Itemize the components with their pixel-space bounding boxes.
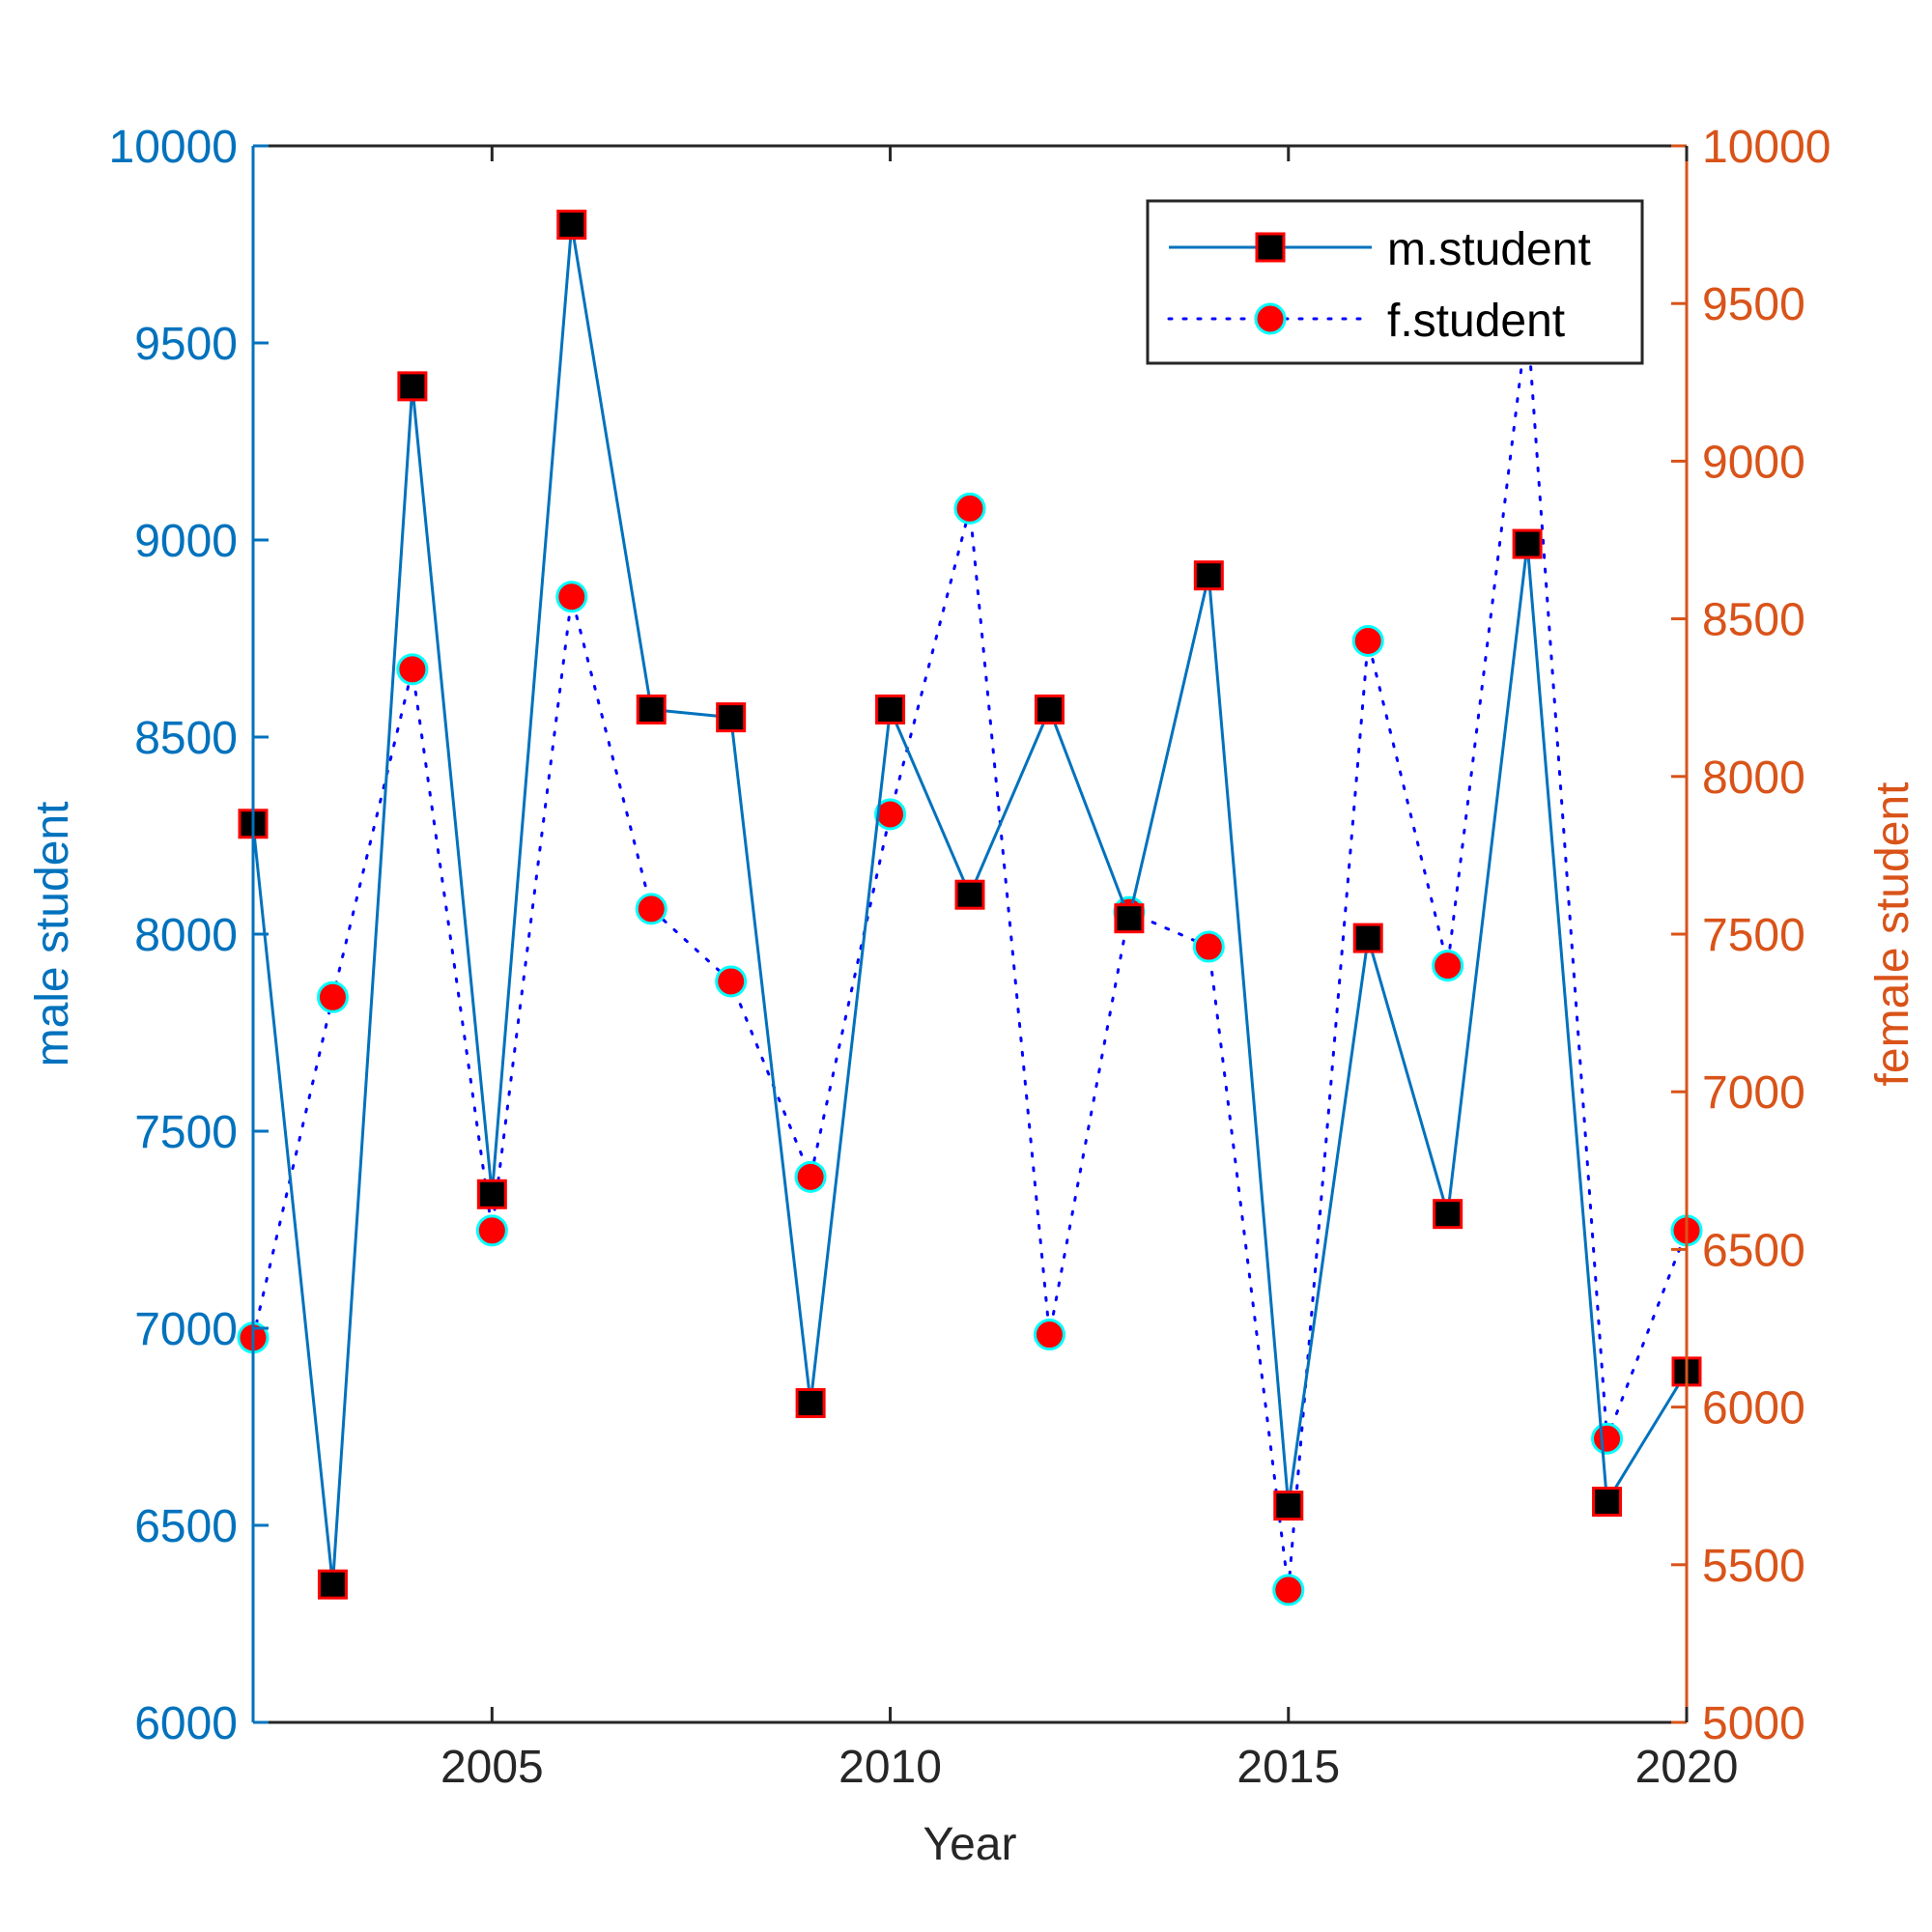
m-student-point [1352,923,1383,953]
right-tick-label: 6000 [1702,1383,1805,1435]
legend-m-student-marker [1255,232,1286,263]
left-tick-label: 8500 [134,713,238,764]
x-axis: 2005 2010 2015 2020 [440,146,1738,1793]
f-student-point [1192,930,1225,963]
right-tick-label: 5000 [1702,1698,1805,1749]
right-tick-label: 5500 [1702,1541,1805,1592]
m-student-point [954,879,985,910]
left-tick-label: 7000 [134,1304,238,1355]
m-student-point [1273,1491,1304,1521]
right-tick-label: 10000 [1702,122,1831,173]
m-student-point [317,1569,348,1600]
right-tick-label: 6500 [1702,1225,1805,1276]
m-student-point [875,694,906,724]
x-tick-label: 2020 [1635,1742,1739,1793]
m-student-point [716,702,747,733]
x-tick-label: 2005 [440,1742,544,1793]
f-student-point [715,965,748,998]
legend-f-student-marker [1254,302,1287,335]
f-student-point [396,653,429,686]
f-student-point [1591,1422,1624,1455]
m-student-point [1433,1199,1463,1230]
right-tick-label: 7500 [1702,910,1805,961]
legend: m.student f.student [1146,199,1644,365]
m-student-point [1592,1487,1623,1518]
right-tick-label: 7000 [1702,1067,1805,1119]
f-student-point [1272,1574,1305,1606]
f-student-point [794,1160,827,1193]
m-student-point [476,1179,507,1209]
f-student-point [874,798,907,831]
f-student-series [237,303,1703,1606]
m-student-point [1034,694,1065,724]
f-student-point [1351,624,1384,657]
x-tick-label: 2015 [1236,1742,1340,1793]
right-tick-label: 9000 [1702,437,1805,488]
m-student-point [636,694,667,724]
m-student-point [795,1388,826,1419]
left-tick-label: 9500 [134,319,238,370]
legend-box [1146,199,1644,365]
right-y-axis: 5000 5500 6000 6500 7000 7500 8000 8500 9000 9500… [1671,122,1831,1749]
f-student-point [1432,950,1464,982]
m-student-point [1193,560,1224,591]
legend-f-student-label: f.student [1387,296,1565,347]
left-tick-label: 6500 [134,1501,238,1552]
left-y-axis: 6000 6500 7000 7500 8000 8500 9000 9500 10000 [109,122,269,1749]
f-student-point [1033,1319,1065,1351]
left-tick-label: 8000 [134,910,238,961]
right-y-axis-label: female student [1867,782,1918,1087]
f-student-point [953,492,986,525]
m-student-point [556,210,587,241]
right-tick-label: 8500 [1702,595,1805,646]
f-student-point [316,980,349,1013]
m-student-point [1512,528,1543,559]
left-tick-label: 9000 [134,516,238,567]
x-axis-label: Year [923,1819,1017,1870]
legend-m-student-label: m.student [1387,224,1591,275]
left-y-axis-label: male student [27,802,78,1067]
f-student-point [475,1214,508,1247]
f-student-point [635,893,668,925]
f-student-point [555,581,588,613]
m-student-point [1114,903,1145,934]
m-student-point [397,371,428,402]
right-tick-label: 9500 [1702,279,1805,330]
left-tick-label: 7500 [134,1107,238,1158]
left-tick-label: 10000 [109,122,238,173]
right-tick-label: 8000 [1702,753,1805,804]
left-tick-label: 6000 [134,1698,238,1749]
x-tick-label: 2010 [838,1742,942,1793]
plot-background [253,146,1687,1722]
